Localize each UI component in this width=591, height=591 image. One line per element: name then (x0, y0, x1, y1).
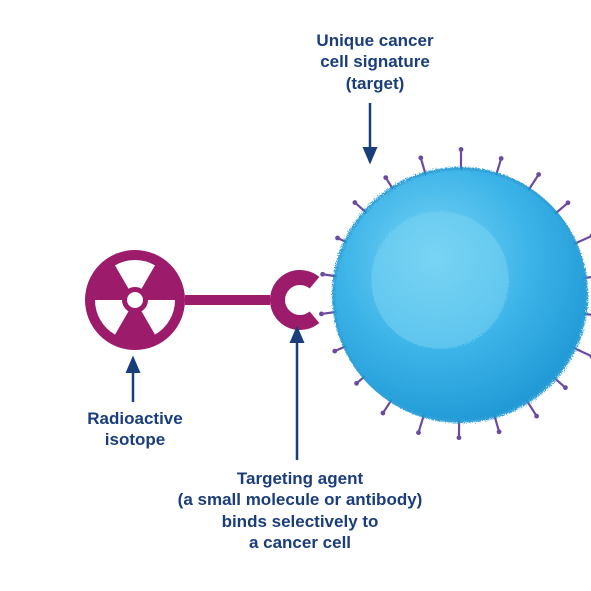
label-agent: Targeting agent(a small molecule or anti… (140, 468, 460, 553)
cancer-cell (319, 147, 591, 440)
label-isotope: Radioactiveisotope (60, 408, 210, 451)
targeting-agent-cup (270, 270, 319, 330)
radioactive-isotope-icon (85, 250, 185, 350)
label-target: Unique cancercell signature(target) (265, 30, 485, 94)
